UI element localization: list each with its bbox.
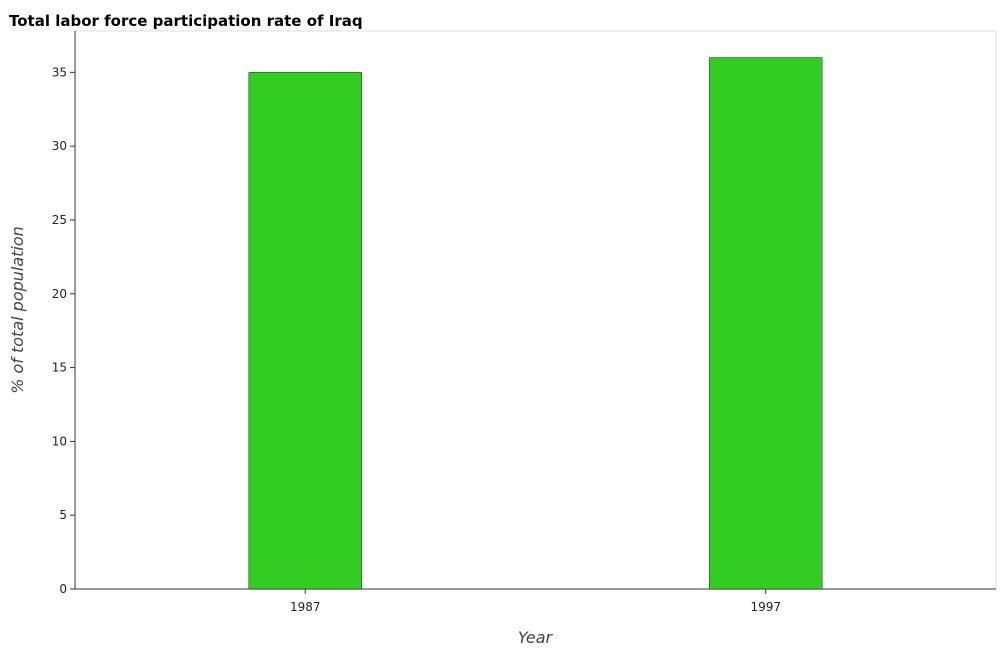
x-axis-ticks: 1987 1997 xyxy=(290,589,781,614)
y-tick-label: 15 xyxy=(52,361,67,375)
y-tick-label: 20 xyxy=(52,287,67,301)
plot-frame xyxy=(74,30,997,590)
y-tick-label: 35 xyxy=(52,65,67,79)
y-tick-label: 30 xyxy=(52,139,67,153)
x-axis-label: Year xyxy=(518,628,554,647)
bar-1987 xyxy=(248,72,362,590)
y-tick-label: 5 xyxy=(59,508,67,522)
bar-1997 xyxy=(709,57,823,590)
x-tick-label: 1997 xyxy=(750,600,781,614)
y-tick-label: 0 xyxy=(59,582,67,596)
x-tick-label: 1987 xyxy=(290,600,321,614)
y-tick-label: 10 xyxy=(52,434,67,448)
y-axis-label: % of total population xyxy=(8,226,27,394)
y-tick-label: 25 xyxy=(52,213,67,227)
bar-series xyxy=(248,57,823,590)
y-axis-ticks: 0 5 10 15 20 25 30 35 xyxy=(52,65,75,596)
chart-title: Total labor force participation rate of … xyxy=(9,12,363,30)
